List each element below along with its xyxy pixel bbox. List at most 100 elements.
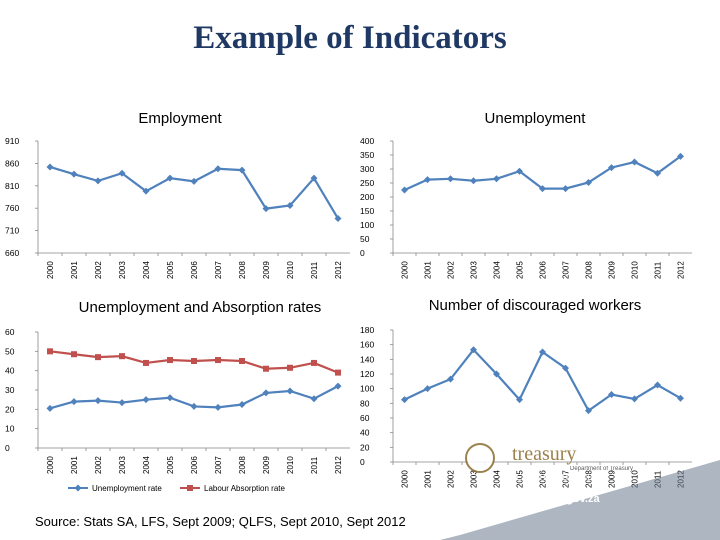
data-point — [470, 346, 477, 354]
logo-backdrop — [440, 460, 720, 540]
legend-label: Unemployment rate — [92, 484, 162, 493]
x-tick-label: 2006 — [539, 470, 548, 488]
data-point — [677, 394, 684, 402]
x-tick-label: 2003 — [118, 261, 127, 279]
x-tick-label: 2009 — [608, 470, 617, 488]
logo-province: FREE STATE PROVINCE — [500, 473, 593, 482]
data-point — [562, 185, 569, 193]
data-point — [191, 358, 197, 364]
x-tick-label: 2004 — [493, 470, 502, 488]
x-tick-label: 2004 — [493, 261, 502, 279]
data-point — [47, 348, 53, 355]
y-tick-label: 160 — [360, 340, 374, 350]
x-tick-label: 2002 — [94, 261, 103, 279]
x-tick-label: 2003 — [470, 261, 479, 279]
data-point — [424, 385, 431, 393]
data-point — [470, 177, 477, 185]
x-tick-label: 2005 — [516, 261, 525, 279]
data-point — [516, 396, 523, 404]
chart-title: Unemployment — [485, 110, 587, 127]
y-tick-label: 120 — [360, 369, 374, 379]
x-tick-label: 2003 — [118, 456, 127, 474]
data-point — [286, 387, 294, 395]
data-point — [119, 353, 125, 360]
y-tick-label: 0 — [360, 248, 365, 258]
data-point — [677, 152, 684, 160]
x-tick-label: 2006 — [539, 261, 548, 279]
x-tick-label: 2001 — [424, 470, 433, 488]
logo-url: www.fs.gov.za — [524, 493, 600, 505]
data-point — [287, 364, 293, 371]
data-point — [263, 365, 269, 372]
x-tick-label: 2005 — [516, 470, 525, 488]
data-point — [516, 167, 523, 175]
x-tick-label: 2012 — [677, 261, 686, 279]
data-point — [334, 382, 342, 390]
treasury-logo: treasury Department of Treasury FREE STA… — [440, 443, 720, 540]
y-tick-label: 350 — [360, 150, 374, 160]
x-tick-label: 2010 — [631, 261, 640, 279]
x-tick-label: 2007 — [562, 261, 571, 279]
x-tick-label: 2001 — [70, 261, 79, 279]
x-tick-label: 2004 — [142, 261, 151, 279]
data-point — [447, 375, 454, 383]
y-tick-label: 180 — [360, 325, 374, 335]
data-point — [585, 178, 592, 186]
logo-wordmark: treasury — [512, 443, 576, 465]
chart-2: Unemployment 400 350 300 250 200 150 100 50 0 2000… — [360, 110, 692, 279]
chart-title: Employment — [138, 110, 222, 127]
data-point — [493, 370, 500, 378]
y-tick-label: 810 — [5, 181, 19, 191]
data-point — [401, 186, 408, 194]
chart-1: Employment 910 860 810 760 710 660 2000 2001 2002… — [5, 110, 350, 279]
data-point — [70, 398, 78, 406]
x-tick-label: 2000 — [46, 261, 55, 279]
x-tick-label: 2002 — [447, 261, 456, 279]
x-tick-label: 2007 — [214, 261, 223, 279]
legend-label: Labour Absorption rate — [204, 484, 285, 493]
data-point — [608, 391, 615, 399]
x-tick-label: 2010 — [631, 470, 640, 488]
data-point — [262, 205, 270, 213]
x-tick-label: 2002 — [94, 456, 103, 474]
data-point — [631, 158, 638, 166]
x-tick-label: 2002 — [447, 470, 456, 488]
data-point — [335, 369, 341, 376]
data-point — [167, 357, 173, 364]
data-point — [166, 174, 174, 182]
y-tick-label: 100 — [360, 384, 374, 394]
x-tick-label: 2009 — [262, 456, 271, 474]
data-point — [310, 174, 318, 182]
data-point — [46, 163, 54, 171]
x-tick-label: 2012 — [334, 456, 343, 474]
y-tick-label: 10 — [5, 424, 15, 434]
x-tick-label: 2006 — [190, 261, 199, 279]
y-tick-label: 30 — [5, 385, 15, 395]
x-tick-label: 2005 — [166, 261, 175, 279]
data-point — [608, 164, 615, 172]
x-tick-label: 2008 — [238, 456, 247, 474]
y-tick-label: 40 — [5, 366, 15, 376]
data-point — [286, 202, 294, 210]
y-tick-label: 100 — [360, 220, 374, 230]
x-tick-label: 2007 — [562, 470, 571, 488]
y-tick-label: 300 — [360, 164, 374, 174]
x-tick-label: 2007 — [214, 456, 223, 474]
y-tick-label: 400 — [360, 136, 374, 146]
x-tick-label: 2000 — [401, 261, 410, 279]
data-point — [311, 359, 317, 366]
y-tick-label: 20 — [5, 404, 15, 414]
y-tick-label: 250 — [360, 178, 374, 188]
data-point — [654, 169, 661, 177]
data-point — [562, 364, 569, 372]
x-tick-label: 2008 — [585, 261, 594, 279]
data-point — [190, 402, 198, 410]
data-point — [539, 348, 546, 356]
legend-marker — [187, 485, 193, 491]
y-tick-label: 200 — [360, 192, 374, 202]
y-tick-label: 60 — [360, 413, 370, 423]
y-tick-label: 910 — [5, 136, 19, 146]
data-point — [142, 396, 150, 404]
data-point — [190, 177, 198, 185]
